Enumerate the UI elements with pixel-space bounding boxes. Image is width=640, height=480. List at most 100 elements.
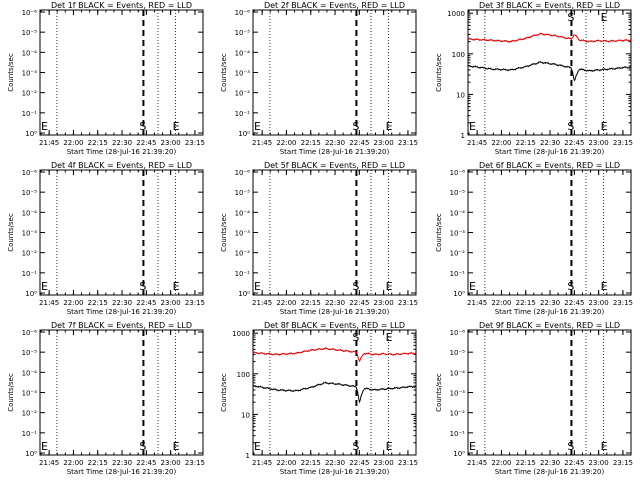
x-tick-label: 22:45 xyxy=(564,139,584,147)
chart-panel-7: Det 7f BLACK = Events, RED = LLD 10⁰ 10⁻¹ 1… xyxy=(7,321,205,476)
plot-frame xyxy=(467,9,632,136)
y-tick-label: 10⁻⁶ xyxy=(450,169,466,177)
y-axis-label: Counts/sec xyxy=(7,373,15,412)
y-tick-label: 10⁰ xyxy=(238,290,250,298)
x-tick-label: 21:45 xyxy=(467,299,487,307)
x-tick-label: 22:15 xyxy=(301,299,321,307)
x-axis-label: Start Time (28-Jul-16 21:39:20) xyxy=(280,148,390,156)
x-tick-label: 23:00 xyxy=(374,459,394,467)
s-marker-label-top: S xyxy=(352,331,359,344)
chart-panel-6: Det 6f BLACK = Events, RED = LLD 10⁰ 10⁻¹ 1… xyxy=(435,161,633,316)
e-left-marker-label: E xyxy=(469,120,476,133)
y-tick-label: 10⁻³ xyxy=(450,390,466,398)
y-tick-label: 10⁻² xyxy=(22,250,38,258)
y-tick-label: 1000 xyxy=(447,10,465,18)
y-tick-label: 10⁻³ xyxy=(22,230,38,238)
x-tick-label: 22:00 xyxy=(491,299,511,307)
y-tick-label: 10⁻⁴ xyxy=(450,369,466,377)
panel-title: Det 1f BLACK = Events, RED = LLD xyxy=(51,1,192,10)
y-tick-label: 10⁰ xyxy=(25,450,37,458)
e-marker-label: E xyxy=(173,280,180,293)
s-marker-label: S xyxy=(139,280,146,293)
e-left-marker-label: E xyxy=(41,120,48,133)
y-tick-label: 10⁻³ xyxy=(22,390,38,398)
x-tick-label: 21:45 xyxy=(39,459,59,467)
y-tick-label: 10⁻⁴ xyxy=(450,209,466,217)
y-tick-label: 10⁻⁶ xyxy=(22,329,38,337)
plot-frame xyxy=(39,329,204,456)
panel-title: Det 8f BLACK = Events, RED = LLD xyxy=(264,321,405,330)
plot-frame xyxy=(252,329,417,456)
e-left-marker-label: E xyxy=(254,280,261,293)
x-tick-label: 22:30 xyxy=(540,299,560,307)
x-tick-label: 22:00 xyxy=(276,299,296,307)
y-tick-label: 10⁻⁵ xyxy=(450,349,466,357)
x-tick-label: 22:30 xyxy=(540,139,560,147)
y-tick-label: 10⁰ xyxy=(453,290,465,298)
x-tick-label: 22:15 xyxy=(516,459,536,467)
x-axis-label: Start Time (28-Jul-16 21:39:20) xyxy=(495,468,605,476)
y-tick-label: 10⁻¹ xyxy=(22,430,38,438)
x-axis-label: Start Time (28-Jul-16 21:39:20) xyxy=(495,148,605,156)
x-tick-label: 23:00 xyxy=(161,299,181,307)
panel-title: Det 9f BLACK = Events, RED = LLD xyxy=(479,321,620,330)
panel-title: Det 3f BLACK = Events, RED = LLD xyxy=(479,1,620,10)
y-tick-label: 10⁻⁴ xyxy=(235,209,251,217)
panel-title: Det 4f BLACK = Events, RED = LLD xyxy=(51,161,192,170)
series-line xyxy=(252,381,417,404)
x-tick-label: 23:15 xyxy=(185,139,205,147)
y-tick-label: 10⁻⁶ xyxy=(22,169,38,177)
x-tick-label: 23:00 xyxy=(374,139,394,147)
x-tick-label: 22:00 xyxy=(63,459,83,467)
e-marker-label: E xyxy=(173,120,180,133)
e-marker-label-top: E xyxy=(386,331,393,344)
plot-frame xyxy=(467,329,632,456)
y-tick-label: 10⁻⁵ xyxy=(22,349,38,357)
x-tick-label: 23:15 xyxy=(613,459,633,467)
x-tick-label: 21:45 xyxy=(252,459,272,467)
y-tick-label: 10⁰ xyxy=(25,290,37,298)
x-tick-label: 23:15 xyxy=(185,299,205,307)
chart-panel-8: Det 8f BLACK = Events, RED = LLD 1 10 100 10… xyxy=(220,321,418,476)
y-tick-label: 10⁻¹ xyxy=(22,110,38,118)
y-axis-label: Counts/sec xyxy=(7,53,15,92)
x-tick-label: 22:00 xyxy=(491,459,511,467)
y-tick-label: 10⁰ xyxy=(453,450,465,458)
x-tick-label: 22:30 xyxy=(325,299,345,307)
y-tick-label: 10⁻² xyxy=(22,90,38,98)
x-tick-label: 21:45 xyxy=(467,139,487,147)
e-marker-label: E xyxy=(601,280,608,293)
y-tick-label: 10⁻⁴ xyxy=(22,49,38,57)
s-marker-label-top: S xyxy=(567,11,574,24)
y-tick-label: 10⁻¹ xyxy=(235,270,251,278)
y-tick-label: 10⁻¹ xyxy=(450,270,466,278)
plot-frame xyxy=(252,9,417,136)
x-tick-label: 21:45 xyxy=(467,459,487,467)
x-tick-label: 22:15 xyxy=(88,299,108,307)
y-tick-label: 10⁻⁵ xyxy=(22,29,38,37)
x-tick-label: 22:00 xyxy=(63,299,83,307)
y-tick-label: 10⁻¹ xyxy=(22,270,38,278)
x-tick-label: 22:45 xyxy=(349,139,369,147)
y-tick-label: 10 xyxy=(241,411,250,419)
y-tick-label: 10⁻² xyxy=(235,250,251,258)
y-tick-label: 10⁻³ xyxy=(235,230,251,238)
x-tick-label: 21:45 xyxy=(252,299,272,307)
e-marker-label: E xyxy=(386,120,393,133)
plot-frame xyxy=(467,169,632,296)
y-tick-label: 10 xyxy=(456,91,465,99)
x-tick-label: 21:45 xyxy=(39,299,59,307)
panel-title: Det 6f BLACK = Events, RED = LLD xyxy=(479,161,620,170)
x-tick-label: 22:30 xyxy=(112,459,132,467)
y-tick-label: 10⁻³ xyxy=(235,70,251,78)
x-tick-label: 22:45 xyxy=(349,299,369,307)
y-tick-label: 10⁻⁴ xyxy=(235,49,251,57)
x-tick-label: 22:45 xyxy=(564,299,584,307)
x-tick-label: 22:15 xyxy=(301,459,321,467)
x-tick-label: 22:45 xyxy=(564,459,584,467)
x-tick-label: 22:30 xyxy=(112,299,132,307)
x-tick-label: 23:00 xyxy=(589,299,609,307)
plot-frame xyxy=(252,169,417,296)
y-tick-label: 10⁰ xyxy=(25,130,37,138)
